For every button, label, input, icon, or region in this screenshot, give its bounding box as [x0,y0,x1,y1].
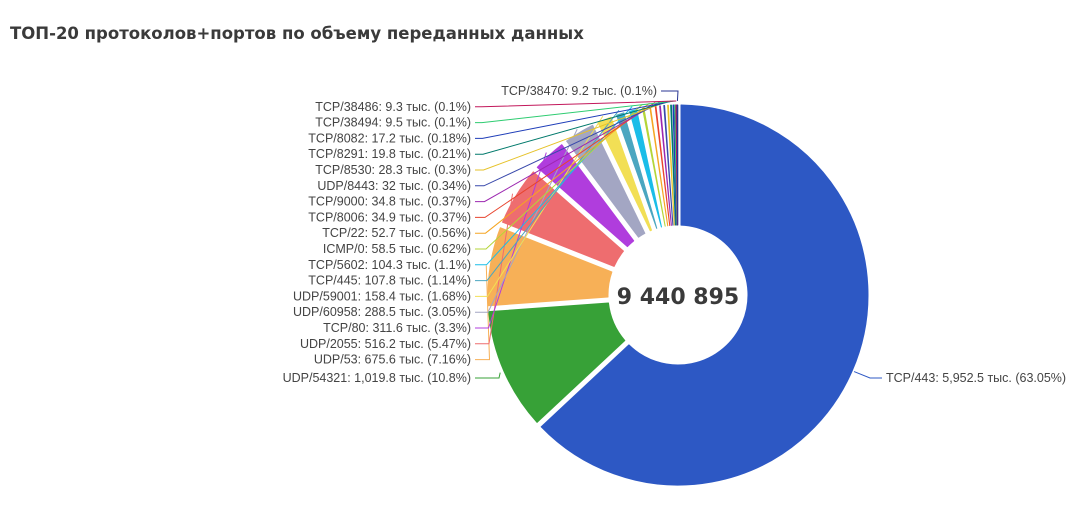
leader-line [475,129,578,313]
leader-line [475,100,674,139]
slice-label: TCP/22: 52.7 тыс. (0.56%) [322,226,471,240]
leader-line [475,102,650,234]
leader-line [475,101,656,218]
slice-label: TCP/8291: 19.8 тыс. (0.21%) [308,147,471,161]
slice-label: UDP/2055: 516.2 тыс. (5.47%) [300,337,471,351]
slice-label: ICMP/0: 58.5 тыс. (0.62%) [323,242,471,256]
slice-label: TCP/38494: 9.5 тыс. (0.1%) [315,116,471,130]
slice-label: UDP/54321: 1,019.8 тыс. (10.8%) [283,371,471,385]
slice-label: UDP/8443: 32 тыс. (0.34%) [317,179,471,193]
slice-label: TCP/8082: 17.2 тыс. (0.18%) [308,131,471,145]
donut-slice[interactable] [663,104,674,226]
slice-label: TCP/9000: 34.8 тыс. (0.37%) [308,195,471,209]
donut-slice[interactable] [667,104,675,226]
leader-line [475,101,660,203]
donut-slice[interactable] [536,144,635,248]
labels-layer: TCP/443: 5,952.5 тыс. (63.05%) UDP/54321:… [283,84,1067,385]
leader-line [475,100,677,108]
slice-label: TCP/445: 107.8 тыс. (1.14%) [308,274,471,288]
leader-line [475,101,665,187]
slice-label: TCP/38486: 9.3 тыс. (0.1%) [315,100,471,114]
slice-label: UDP/53: 675.6 тыс. (7.16%) [314,353,471,367]
slice-label: TCP/38470: 9.2 тыс. (0.1%) [501,84,657,98]
leader-line [475,100,668,171]
slice-label: TCP/8006: 34.9 тыс. (0.37%) [308,210,471,224]
donut-slice[interactable] [676,104,679,226]
leader-line [661,90,679,102]
donut-slice[interactable] [540,104,869,486]
slice-label: UDP/59001: 158.4 тыс. (1.68%) [293,289,471,303]
leader-line [475,103,643,250]
slice-label: TCP/8530: 28.3 тыс. (0.3%) [315,163,471,177]
leader-line [475,372,501,379]
leader-lines-layer [475,90,882,379]
donut-slice[interactable] [629,109,662,228]
donut-slice[interactable] [659,105,672,226]
center-total: 9 440 895 [617,285,739,310]
donut-slice[interactable] [672,104,677,226]
donut-slice[interactable] [616,112,658,229]
slice-label: TCP/5602: 104.3 тыс. (1.1%) [308,258,471,272]
slice-label: UDP/60958: 288.5 тыс. (3.05%) [293,305,471,319]
leader-line [475,100,672,155]
leader-line [475,100,676,124]
leader-line [475,193,514,345]
slice-label: TCP/443: 5,952.5 тыс. (63.05%) [886,371,1066,385]
donut-slice[interactable] [488,302,626,423]
donut-slice[interactable] [670,104,676,226]
chart-title: ТОП-20 протоколов+портов по объему перед… [10,24,584,43]
slice-label: TCP/80: 311.6 тыс. (3.3%) [323,321,471,335]
leader-line [853,371,882,379]
